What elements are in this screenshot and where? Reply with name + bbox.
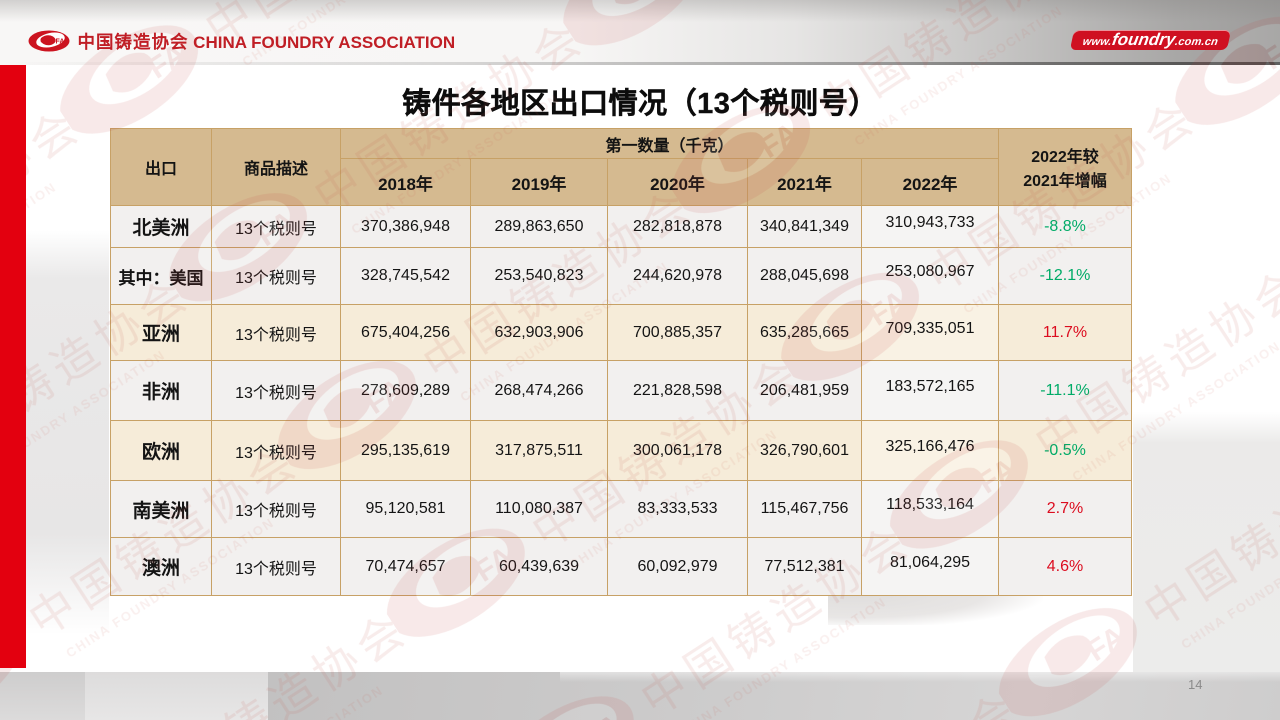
svg-text:FA: FA bbox=[56, 39, 65, 46]
